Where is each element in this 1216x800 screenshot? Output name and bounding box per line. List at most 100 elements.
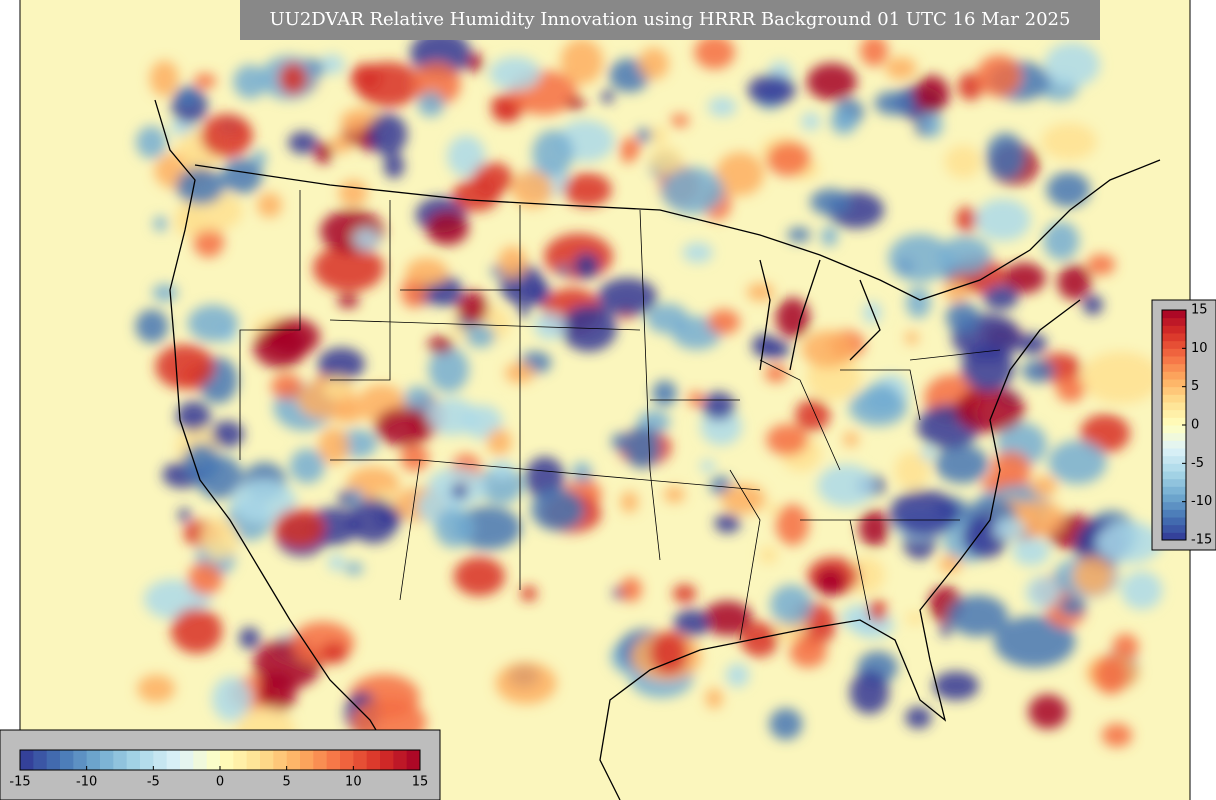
- colorbar-segment: [1162, 310, 1186, 319]
- field-blob: [257, 192, 283, 218]
- field-blob: [1112, 633, 1139, 660]
- colorbar-tick-label: 10: [345, 775, 362, 790]
- border: [194, 159, 1161, 301]
- colorbar-segment: [206, 750, 221, 770]
- field-blob: [889, 489, 959, 537]
- colorbar-tick-label: 5: [1191, 379, 1199, 394]
- field-blob: [638, 47, 669, 80]
- field-blob: [956, 206, 978, 233]
- field-blob: [624, 426, 661, 469]
- field-blob: [1072, 556, 1114, 596]
- field-blob: [454, 506, 522, 550]
- colorbar-segment: [1162, 494, 1186, 503]
- field-blob: [273, 508, 325, 548]
- colorbar-segment: [406, 750, 421, 770]
- field-blob: [1041, 123, 1097, 160]
- field-blob: [193, 225, 224, 258]
- colorbar-segment: [1162, 440, 1186, 449]
- field-blob: [528, 279, 551, 307]
- field-blob: [663, 486, 685, 503]
- colorbar-segment: [1162, 409, 1186, 418]
- field-blob: [991, 451, 1031, 487]
- field-blob: [702, 391, 736, 420]
- colorbar-segment: [140, 750, 154, 770]
- field-blob: [940, 623, 952, 637]
- field-blob: [511, 170, 554, 208]
- colorbar-segment: [260, 750, 274, 770]
- colorbar-segment: [286, 750, 301, 770]
- field-blob: [670, 114, 690, 128]
- field-blob: [144, 579, 202, 620]
- field-blob: [874, 91, 911, 116]
- field-blob: [152, 284, 178, 302]
- field-blob: [314, 142, 333, 164]
- colorbar-segment: [153, 750, 168, 770]
- colorbar-segment: [1162, 432, 1186, 441]
- field-blob: [858, 510, 890, 547]
- colorbar-tick-label: -10: [76, 775, 97, 790]
- field-blob: [1017, 333, 1047, 355]
- field-blob: [492, 102, 521, 123]
- field-blob: [1082, 294, 1104, 315]
- field-blob: [597, 277, 658, 316]
- field-blob: [472, 162, 514, 196]
- field-blob: [1012, 537, 1050, 566]
- field-blob: [714, 513, 741, 533]
- field-blob: [763, 339, 790, 359]
- field-blob: [210, 420, 244, 448]
- field-blob: [621, 150, 635, 164]
- field-blob: [410, 30, 471, 77]
- field-blob: [905, 706, 932, 729]
- field-blob: [992, 517, 1027, 541]
- field-blob: [451, 483, 468, 499]
- colorbar-segment: [1162, 532, 1186, 541]
- field-blob: [688, 391, 704, 408]
- field-blob: [806, 63, 857, 101]
- field-blob: [367, 113, 408, 156]
- field-blob: [573, 252, 600, 279]
- field-blob: [795, 399, 831, 432]
- field-blob: [725, 663, 750, 688]
- colorbar-segment: [1162, 478, 1186, 487]
- colorbar-segment: [313, 750, 328, 770]
- field-blob: [814, 567, 847, 596]
- boundaries: [154, 99, 1161, 800]
- field-blob: [976, 54, 1022, 97]
- map-title: UU2DVAR Relative Humidity Innovation usi…: [270, 9, 1071, 30]
- field-blob: [447, 135, 486, 177]
- field-blob: [174, 204, 205, 238]
- field-blob: [921, 445, 936, 462]
- field-blob: [170, 607, 223, 654]
- field-blob: [333, 401, 364, 424]
- field-blob: [767, 502, 779, 516]
- colorbar-tick-label: 10: [1191, 341, 1208, 356]
- colorbar-segment: [300, 750, 314, 770]
- field-blob: [566, 97, 586, 110]
- field-blob: [707, 309, 741, 335]
- field-blob: [769, 708, 803, 740]
- field-blob: [374, 407, 433, 447]
- field-blob: [349, 488, 363, 505]
- field-blob: [920, 112, 943, 138]
- colorbars: -15 -10 -5 0 5 10 15 -15 -10 -5 0 5 10 15: [9, 303, 1212, 790]
- field-blob: [489, 56, 541, 91]
- coastline: [154, 99, 401, 771]
- field-blob: [318, 54, 345, 75]
- field-blob: [176, 167, 225, 205]
- colorbar-segment: [366, 750, 381, 770]
- colorbar-tick-label: -5: [147, 775, 160, 790]
- field-blob: [176, 86, 199, 108]
- title-box: [240, 0, 1100, 40]
- field-blob: [530, 488, 585, 531]
- field-blob: [1057, 264, 1092, 300]
- field-blob: [426, 397, 478, 436]
- field-blob: [1121, 571, 1163, 610]
- field-blob: [702, 601, 753, 636]
- field-blob: [961, 344, 1015, 392]
- field-blob: [860, 35, 889, 67]
- field-blob: [1080, 414, 1130, 453]
- colorbar-segment: [393, 750, 408, 770]
- colorbar-segment: [60, 750, 74, 770]
- field-blob: [187, 304, 239, 342]
